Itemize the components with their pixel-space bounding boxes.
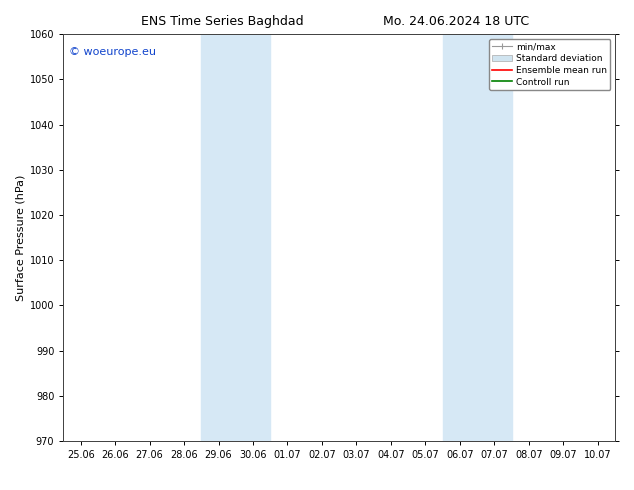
Text: ENS Time Series Baghdad: ENS Time Series Baghdad	[141, 15, 303, 28]
Legend: min/max, Standard deviation, Ensemble mean run, Controll run: min/max, Standard deviation, Ensemble me…	[489, 39, 611, 90]
Y-axis label: Surface Pressure (hPa): Surface Pressure (hPa)	[16, 174, 25, 301]
Bar	[202, 34, 270, 441]
Text: © woeurope.eu: © woeurope.eu	[69, 47, 156, 56]
Text: Mo. 24.06.2024 18 UTC: Mo. 24.06.2024 18 UTC	[384, 15, 529, 28]
Bar	[443, 34, 512, 441]
